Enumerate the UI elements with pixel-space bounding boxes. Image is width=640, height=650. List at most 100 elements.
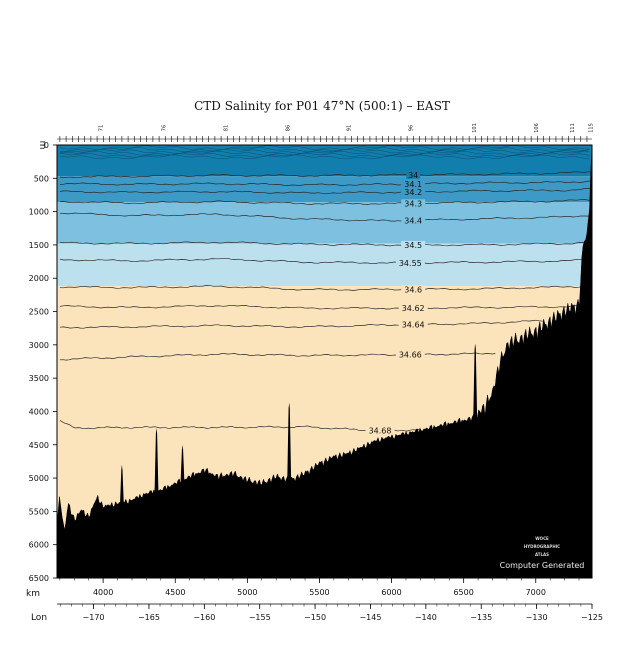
contour-label-bg-34.5 [401,240,426,249]
station-label-71: 71 [98,125,104,131]
contour-line-34.2 [59,188,593,195]
contour-label-34.5: 34.5 [404,241,422,250]
depth-tick-label-2500: 2500 [29,308,49,317]
contour-label-bg-34 [406,170,421,179]
contour-line-34.6 [59,285,587,291]
seamount-spike-0 [154,428,159,496]
surface-contour-4 [59,152,590,158]
lon-tick-label--130: −130 [526,613,548,622]
contour-label-34.1: 34.1 [404,180,422,189]
km-axis: 4000 4500 5000 5500 6000 6500 7000 [59,578,580,597]
contour-line-34.5 [59,240,593,247]
salinity-band-0 [57,145,592,177]
contour-label-34.3: 34.3 [404,199,422,208]
depth-tick-label-3500: 3500 [29,374,49,383]
depth-tick-label-3000: 3000 [29,341,49,350]
seafloor [56,144,593,579]
km-tick-label-5000: 5000 [237,588,257,597]
km-axis-label: km [26,589,40,599]
surface-contour-1 [59,147,590,152]
contour-line-34.4 [59,212,593,222]
station-label-91: 91 [346,125,352,131]
contour-label-34: 34 [408,171,418,180]
contour-line-34.55 [59,257,593,265]
contour-label-34.68: 34.68 [369,427,392,436]
lon-axis-label: Lon [31,613,47,623]
contour-label-bg-34.2 [401,187,426,196]
station-label-86: 86 [286,125,292,131]
station-label-81: 81 [224,125,230,131]
plot-frame [56,144,593,579]
depth-tick-label-5500: 5500 [29,507,49,516]
depth-tick-label-4000: 4000 [29,407,49,416]
surface-contour-2 [59,149,590,154]
lon-tick-label--140: −140 [415,613,437,622]
longitude-axis: −170 −165 −160 −155 −150 −145 −140 −135 −130 −125 [57,603,603,622]
depth-tick-label-4500: 4500 [29,441,49,450]
seamount-spike-3 [287,402,292,485]
depth-axis: 0 500 1000 1500 2000 2500 3000 3500 4000 4500 5000… [29,141,57,583]
contour-label-34.66: 34.66 [399,351,422,360]
contour-label-bg-34.68 [365,426,395,435]
km-tick-label-6500: 6500 [453,588,473,597]
lon-tick-label--145: −145 [359,613,381,622]
contour-label-34.6: 34.6 [404,285,422,294]
contour-label-bg-34.6 [401,285,426,294]
logo-line-3: ATLAS [535,552,549,557]
contour-label-bg-34.66 [395,350,425,359]
surface-contour-3 [59,150,590,156]
contour-label-bg-34.3 [401,199,426,208]
depth-tick-label-2000: 2000 [29,274,49,283]
depth-tick-label-0: 0 [44,141,49,150]
depth-tick-label-6500: 6500 [29,574,49,583]
contour-label-34.2: 34.2 [404,188,422,197]
contour-label-34.55: 34.55 [399,259,422,268]
contour-label-bg-34.4 [401,216,426,225]
chart-title: CTD Salinity for P01 47°N (500:1) – EAST [194,99,450,113]
lon-tick-label--150: −150 [304,613,326,622]
contour-label-bg-34.62 [398,304,428,313]
contour-line-34.68 [59,420,421,432]
contour-label-bg-34.1 [401,179,426,188]
depth-unit-label: m [37,141,47,150]
lon-tick-label--160: −160 [193,613,215,622]
contour-line-34.3 [59,199,593,205]
depth-tick-label-6000: 6000 [29,541,49,550]
contour-line-34.1 [59,180,593,186]
surface-contour-0 [59,145,590,150]
depth-tick-label-1000: 1000 [29,208,49,217]
bathymetry [56,144,593,579]
logo-line-2: HYDROGRAPHIC [524,544,560,549]
km-tick-label-4000: 4000 [93,588,113,597]
station-label-101: 101 [472,123,478,133]
contour-label-34.64: 34.64 [402,321,425,330]
seamount-spike-1 [180,444,185,485]
station-label-106: 106 [534,123,540,133]
depth-tick-label-5000: 5000 [29,474,49,483]
contour-label-34.4: 34.4 [404,216,422,225]
km-tick-label-7000: 7000 [526,588,546,597]
contour-line-34 [59,171,592,179]
seamount-spike-4 [473,343,478,423]
lon-tick-label--165: −165 [138,613,160,622]
station-label-111: 111 [570,123,576,133]
contour-line-34.62 [59,304,580,310]
salinity-band-3 [57,243,592,287]
seamount-spike-2 [119,464,124,508]
lon-tick-label--155: −155 [249,613,271,622]
contour-label-bg-34.64 [398,320,428,329]
woce-logo: WOCE HYDROGRAPHIC ATLAS [524,536,560,557]
logo-line-1: WOCE [535,536,549,541]
surface-contour-5 [59,154,590,160]
km-tick-label-4500: 4500 [165,588,185,597]
station-label-76: 76 [162,125,168,131]
contour-label-bg-34.55 [395,258,425,267]
station-tick-row: 71 76 81 86 91 96 101 106 111 115 [57,123,595,142]
lon-tick-label--135: −135 [470,613,492,622]
computer-generated-credit: Computer Generated [500,561,585,570]
station-label-115: 115 [589,123,595,133]
depth-tick-label-500: 500 [34,174,49,183]
contour-label-34.62: 34.62 [402,304,425,313]
